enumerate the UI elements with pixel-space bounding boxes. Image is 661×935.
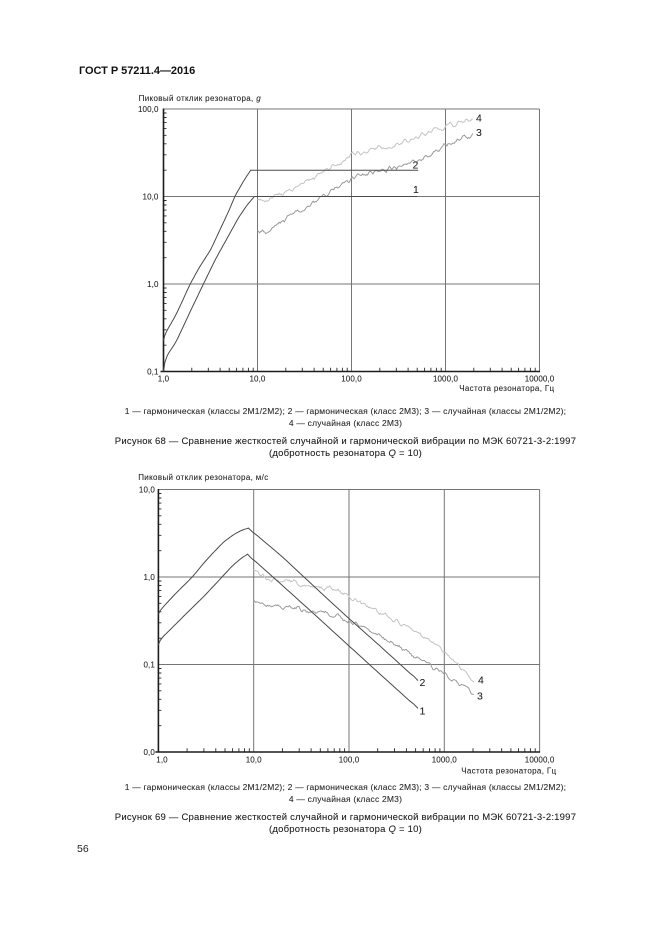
svg-text:10,0: 10,0	[246, 755, 262, 764]
svg-text:0,1: 0,1	[147, 367, 159, 376]
svg-text:3: 3	[476, 127, 482, 139]
svg-text:1,0: 1,0	[156, 755, 168, 764]
svg-text:1,0: 1,0	[158, 375, 170, 384]
svg-text:Пиковый отклик резонатора, м/с: Пиковый отклик резонатора, м/с	[138, 473, 268, 482]
svg-text:10,0: 10,0	[250, 375, 266, 384]
svg-text:Частота резонатора, Гц: Частота резонатора, Гц	[461, 767, 556, 776]
svg-text:1,0: 1,0	[147, 280, 159, 289]
svg-text:10,0: 10,0	[143, 192, 159, 201]
svg-text:Пиковый отклик резонатора, g: Пиковый отклик резонатора, g	[139, 94, 262, 103]
svg-text:2: 2	[413, 160, 419, 172]
svg-text:0,0: 0,0	[143, 748, 155, 757]
svg-text:100,0: 100,0	[341, 375, 362, 384]
svg-text:1,0: 1,0	[143, 573, 155, 582]
svg-text:4: 4	[476, 113, 482, 125]
svg-text:3: 3	[477, 691, 483, 703]
svg-text:0,1: 0,1	[143, 660, 155, 669]
svg-text:Частота резонатора, Гц: Частота резонатора, Гц	[459, 384, 554, 393]
svg-text:10000,0: 10000,0	[525, 375, 555, 384]
svg-text:10000,0: 10000,0	[525, 755, 555, 764]
svg-text:1: 1	[420, 706, 426, 718]
svg-text:100,0: 100,0	[339, 755, 360, 764]
svg-text:100,0: 100,0	[138, 105, 159, 114]
svg-text:10,0: 10,0	[139, 485, 155, 494]
svg-text:2: 2	[420, 677, 426, 689]
svg-text:4: 4	[478, 675, 484, 687]
svg-text:1000,0: 1000,0	[432, 755, 458, 764]
svg-text:1000,0: 1000,0	[433, 375, 459, 384]
svg-text:1: 1	[413, 184, 419, 196]
